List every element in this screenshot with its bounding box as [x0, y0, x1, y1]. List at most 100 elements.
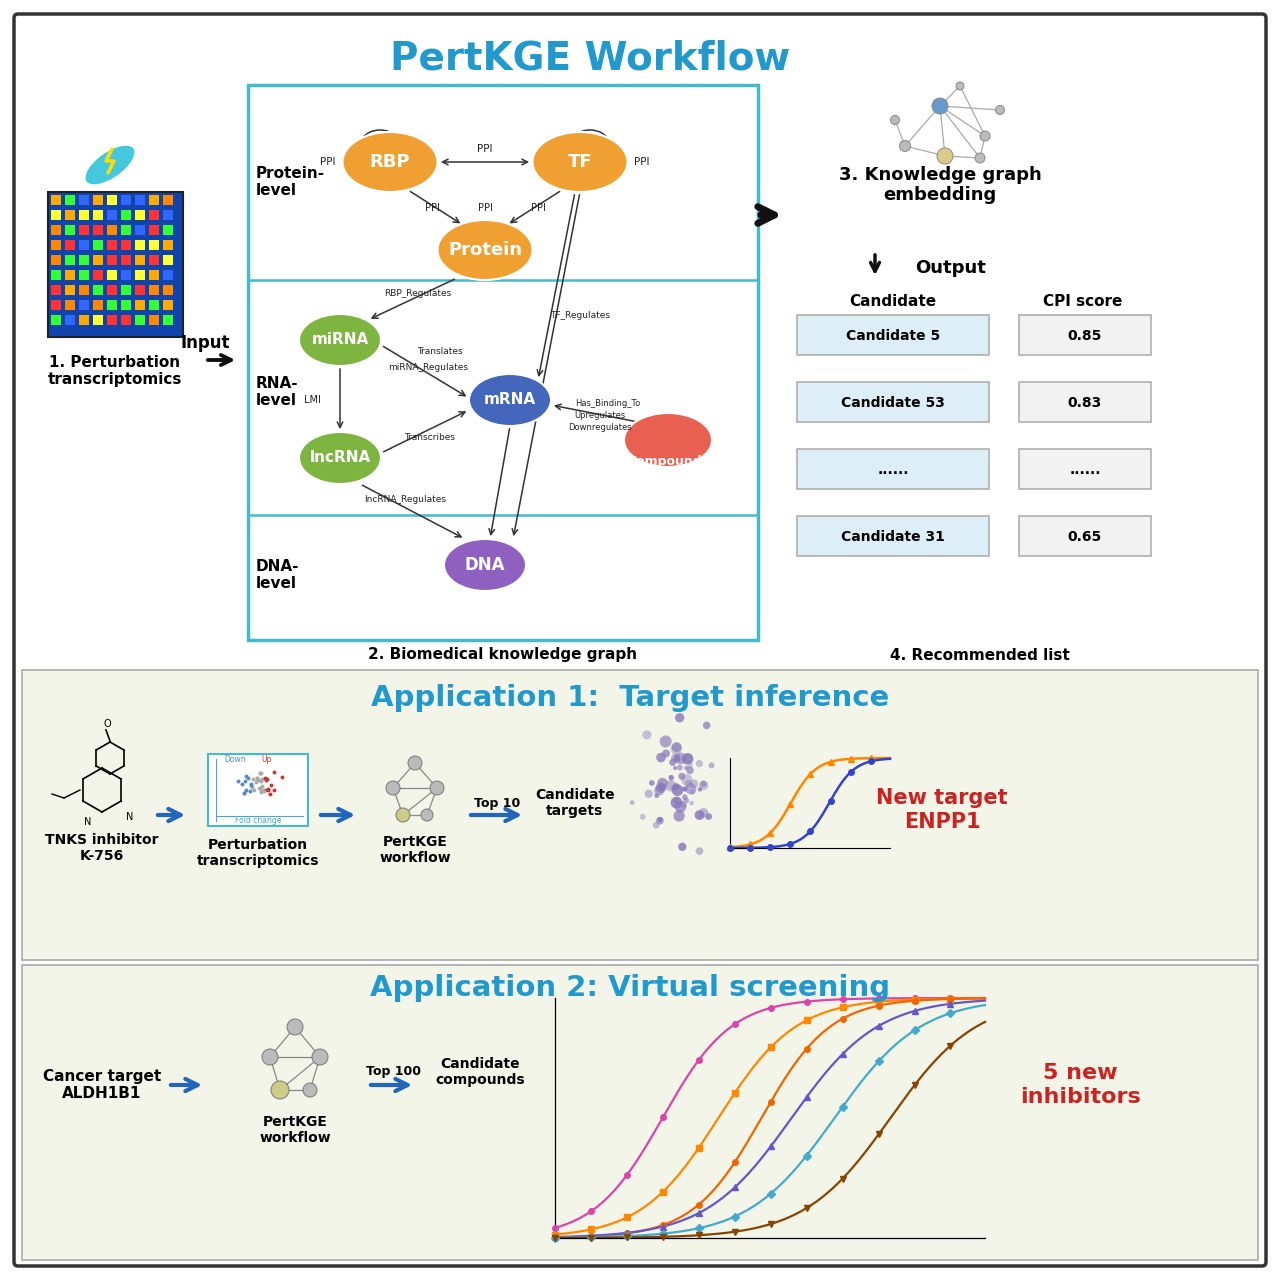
Text: PPI: PPI	[531, 204, 545, 212]
Bar	[207, 754, 308, 826]
Bar	[51, 210, 61, 220]
Text: CPI score: CPI score	[1043, 294, 1123, 310]
Circle shape	[658, 778, 668, 788]
Bar	[163, 195, 173, 205]
Ellipse shape	[300, 314, 381, 366]
Text: PPI: PPI	[635, 157, 650, 166]
Text: Candidate 31: Candidate 31	[841, 530, 945, 544]
FancyBboxPatch shape	[1019, 381, 1151, 422]
Bar	[51, 315, 61, 325]
Bar	[93, 300, 102, 310]
Circle shape	[630, 800, 635, 805]
Text: 5 new
inhibitors: 5 new inhibitors	[1020, 1064, 1140, 1107]
Bar	[134, 195, 145, 205]
Ellipse shape	[532, 132, 627, 192]
Text: PPI: PPI	[477, 143, 493, 154]
Circle shape	[671, 744, 682, 755]
Bar	[108, 210, 116, 220]
Circle shape	[703, 722, 710, 730]
FancyBboxPatch shape	[248, 84, 758, 640]
Circle shape	[684, 797, 689, 804]
Circle shape	[673, 783, 680, 790]
FancyBboxPatch shape	[1019, 449, 1151, 489]
Circle shape	[900, 141, 910, 151]
Bar	[163, 285, 173, 294]
Circle shape	[696, 760, 703, 767]
Circle shape	[408, 756, 422, 771]
Circle shape	[671, 785, 677, 790]
Text: Downregulates: Downregulates	[568, 424, 632, 433]
Bar	[65, 210, 76, 220]
Bar	[108, 315, 116, 325]
Bar	[122, 241, 131, 250]
Text: TF: TF	[568, 154, 593, 172]
Bar	[108, 270, 116, 280]
Circle shape	[666, 780, 676, 791]
FancyBboxPatch shape	[797, 449, 989, 489]
Circle shape	[662, 750, 669, 758]
Circle shape	[695, 810, 704, 820]
Circle shape	[937, 148, 954, 164]
Bar	[93, 225, 102, 236]
Bar	[79, 270, 90, 280]
Text: 2. Biomedical knowledge graph: 2. Biomedical knowledge graph	[369, 648, 637, 663]
Bar	[93, 255, 102, 265]
Circle shape	[287, 1019, 303, 1036]
Text: Protein-
level: Protein- level	[256, 166, 325, 198]
Circle shape	[654, 786, 664, 796]
Text: Compounds: Compounds	[627, 456, 709, 468]
Bar	[134, 270, 145, 280]
Ellipse shape	[300, 431, 381, 484]
Bar	[108, 241, 116, 250]
Bar	[108, 300, 116, 310]
Circle shape	[932, 99, 948, 114]
Bar	[148, 225, 159, 236]
Ellipse shape	[438, 220, 532, 280]
Circle shape	[673, 765, 677, 771]
Bar	[122, 225, 131, 236]
Circle shape	[655, 817, 664, 824]
Text: DNA-
level: DNA- level	[256, 559, 300, 591]
Bar	[122, 300, 131, 310]
Bar	[108, 195, 116, 205]
Circle shape	[672, 785, 684, 796]
Text: miRNA_Regulates: miRNA_Regulates	[388, 364, 468, 372]
Bar	[134, 285, 145, 294]
Bar	[65, 195, 76, 205]
Circle shape	[675, 753, 686, 764]
Text: Upregulates: Upregulates	[575, 411, 626, 421]
Bar	[148, 195, 159, 205]
Text: 0.65: 0.65	[1068, 530, 1102, 544]
Text: LMI: LMI	[303, 396, 320, 404]
Bar	[79, 195, 90, 205]
Bar	[51, 195, 61, 205]
Circle shape	[682, 795, 687, 800]
Circle shape	[672, 742, 682, 753]
Circle shape	[690, 790, 695, 795]
Circle shape	[653, 822, 659, 828]
Text: Has_Binding_To: Has_Binding_To	[576, 398, 640, 407]
Ellipse shape	[468, 374, 550, 426]
Circle shape	[695, 847, 703, 855]
Bar	[148, 210, 159, 220]
FancyBboxPatch shape	[14, 14, 1266, 1266]
Text: 0.83: 0.83	[1068, 396, 1102, 410]
Bar	[148, 241, 159, 250]
Text: Candidate
compounds: Candidate compounds	[435, 1057, 525, 1087]
Bar	[51, 270, 61, 280]
Bar	[49, 192, 183, 337]
Text: Down: Down	[224, 755, 246, 764]
Circle shape	[675, 801, 686, 813]
Text: Input: Input	[180, 334, 229, 352]
Text: DNA: DNA	[465, 556, 506, 573]
Circle shape	[640, 814, 645, 819]
Text: miRNA: miRNA	[311, 333, 369, 347]
Text: Fold change: Fold change	[234, 817, 282, 826]
Ellipse shape	[84, 145, 136, 186]
Text: TF_Regulates: TF_Regulates	[550, 311, 611, 320]
Bar	[65, 255, 76, 265]
Bar	[93, 195, 102, 205]
Circle shape	[658, 817, 663, 823]
Bar	[79, 315, 90, 325]
Bar	[79, 285, 90, 294]
